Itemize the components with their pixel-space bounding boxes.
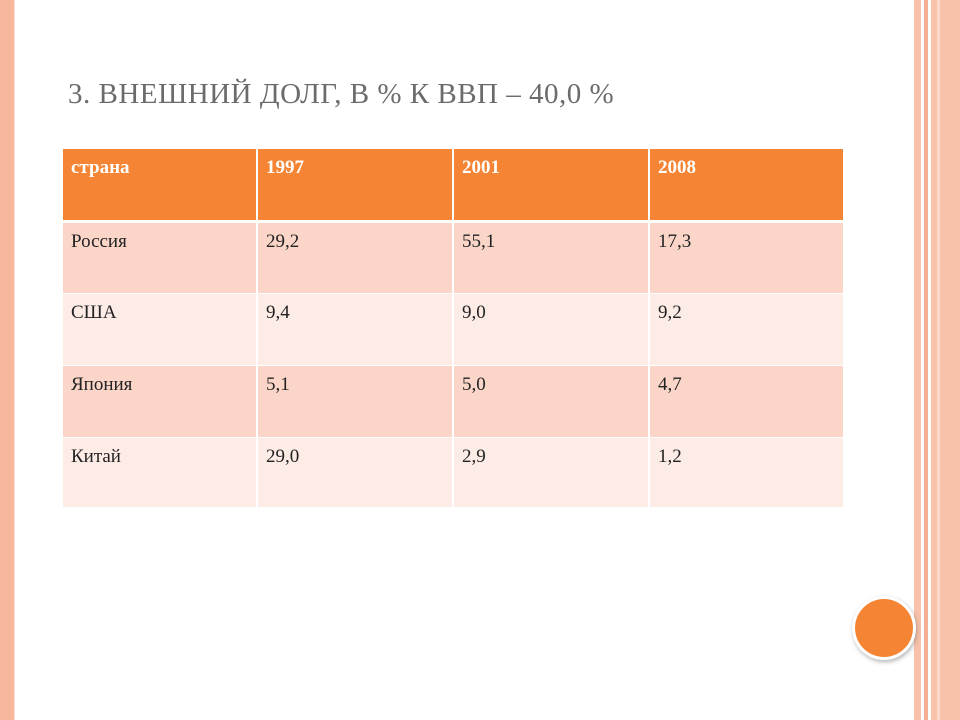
cell-value: 4,7 [648, 365, 845, 438]
table-row: Япония 5,1 5,0 4,7 [61, 365, 845, 438]
left-border-stripe [0, 0, 15, 720]
right-border-stripes [914, 0, 960, 720]
debt-table: страна 1997 2001 2008 Россия 29,2 55,1 1… [61, 149, 845, 508]
cell-country: Япония [61, 365, 258, 438]
cell-value: 55,1 [452, 221, 650, 294]
cell-value: 2,9 [452, 437, 650, 508]
right-stripe [914, 0, 921, 720]
cell-value: 9,2 [648, 293, 845, 366]
slide-title: 3. ВНЕШНИЙ ДОЛГ, В % К ВВП – 40,0 % [68, 78, 615, 110]
cell-value: 9,4 [256, 293, 454, 366]
table-row: США 9,4 9,0 9,2 [61, 293, 845, 366]
cell-value: 17,3 [648, 221, 845, 294]
table-header-row: страна 1997 2001 2008 [61, 149, 845, 223]
cell-value: 9,0 [452, 293, 650, 366]
cell-country: США [61, 293, 258, 366]
header-year-2001: 2001 [452, 149, 650, 223]
cell-value: 5,0 [452, 365, 650, 438]
header-year-2008: 2008 [648, 149, 845, 223]
header-country: страна [61, 149, 258, 223]
table-row: Китай 29,0 2,9 1,2 [61, 437, 845, 508]
cell-country: Китай [61, 437, 258, 508]
cell-value: 1,2 [648, 437, 845, 508]
header-year-1997: 1997 [256, 149, 454, 223]
cell-value: 5,1 [256, 365, 454, 438]
cell-value: 29,0 [256, 437, 454, 508]
cell-value: 29,2 [256, 221, 454, 294]
right-stripe [931, 0, 960, 720]
table-row: Россия 29,2 55,1 17,3 [61, 221, 845, 294]
right-stripe [924, 0, 928, 720]
cell-country: Россия [61, 221, 258, 294]
orange-circle-icon [855, 599, 913, 657]
right-stripe [937, 0, 940, 720]
